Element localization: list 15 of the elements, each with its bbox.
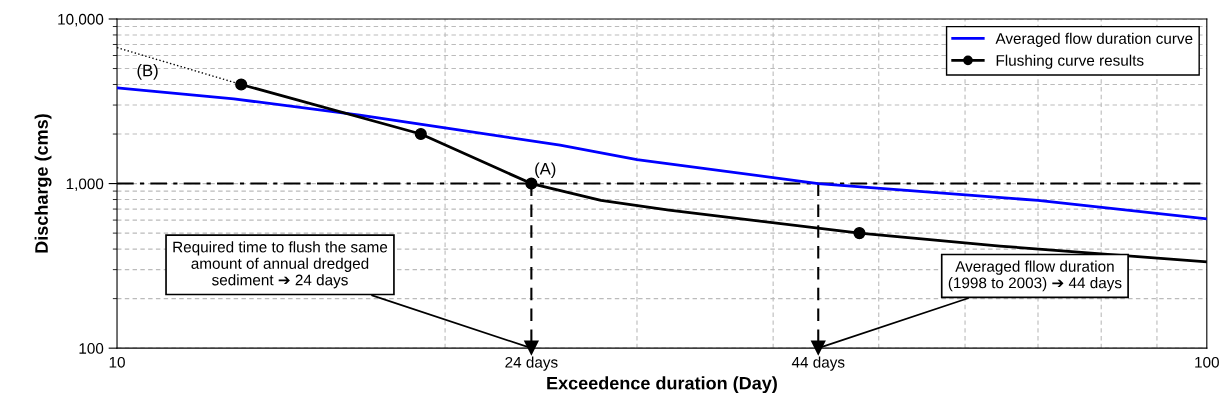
annotation: Averaged fllow duration (1998 to 2003) ➔ 44 days	[948, 260, 1122, 292]
x-tick-label: 100	[1195, 356, 1219, 368]
annotation: (A)	[535, 162, 556, 179]
y-tick-label: 10,000	[58, 13, 104, 27]
y-tick-label: 1,000	[66, 178, 104, 192]
annotation: Required time to flush the same amount of annual dredged sediment ➔ 24 days	[173, 241, 388, 289]
x-tick-label: 24 days	[505, 356, 558, 371]
x-tick-label: 44 days	[791, 356, 845, 371]
legend-label: Flushing curve results	[996, 54, 1144, 69]
x-tick-label: 10	[109, 356, 125, 368]
x-axis-title: Exceedence duration (Day)	[547, 376, 777, 394]
y-axis-title: Discharge (cms)	[34, 114, 52, 253]
y-tick-label: 100	[79, 343, 104, 354]
annotation: (B)	[137, 64, 158, 80]
legend-label: Averaged flow duration curve	[995, 32, 1193, 47]
